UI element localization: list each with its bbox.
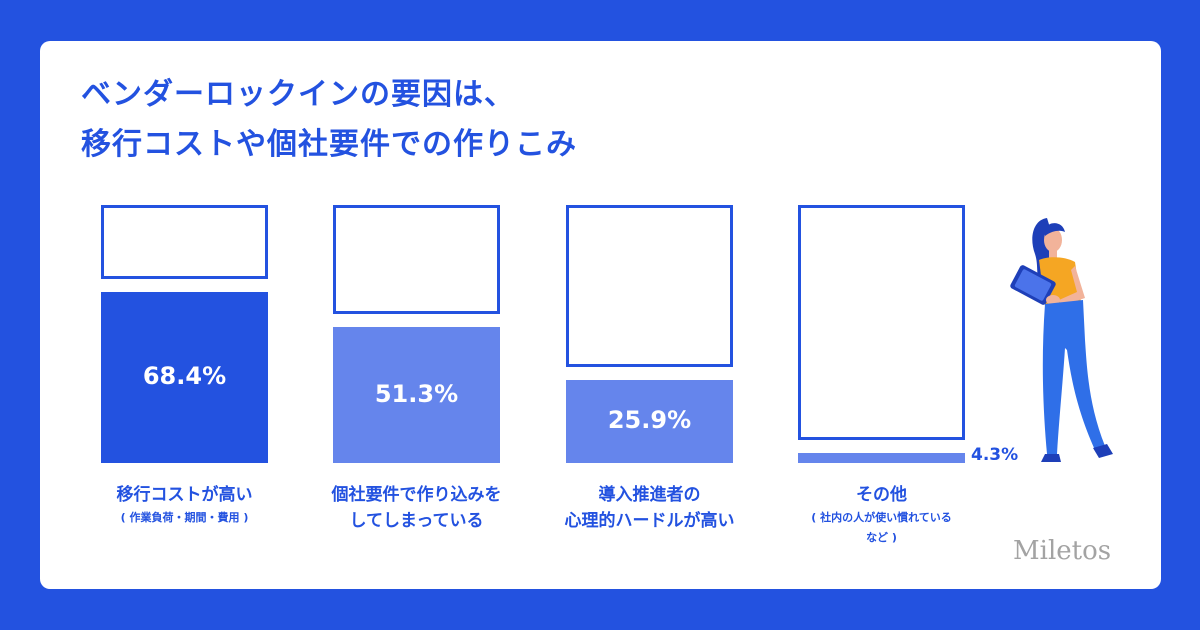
category-label-line: してしまっている <box>349 511 484 531</box>
bar-outline-4 <box>798 205 965 440</box>
category-label-3: 導入推進者の心理的ハードルが高い <box>530 482 770 534</box>
category-sublabel-line: ( 作業負荷・期間・費用 ) <box>120 511 249 524</box>
bar-outline-3 <box>566 205 733 367</box>
bar-value-label-2: 51.3% <box>374 380 459 409</box>
chart-title: ベンダーロックインの要因は、 移行コストや個社要件での作りこみ <box>81 70 577 170</box>
brand-logo: Miletos <box>1013 536 1112 566</box>
bar-3 <box>566 379 733 463</box>
bar-value-label-1: 68.4% <box>142 362 227 391</box>
category-sublabel-line: ( 社内の人が使い慣れている <box>811 511 952 524</box>
category-label-1: 移行コストが高い ( 作業負荷・期間・費用 ) <box>65 482 305 528</box>
category-label-line: 心理的ハードルが高い <box>564 511 735 531</box>
bar-2 <box>333 327 500 463</box>
category-label-line: 導入推進者の <box>598 485 701 505</box>
chart-title-line-2: 移行コストや個社要件での作りこみ <box>81 127 577 162</box>
bar-4 <box>798 453 965 463</box>
chart-title-line-1: ベンダーロックインの要因は、 <box>81 77 515 112</box>
bar-1 <box>101 291 268 463</box>
woman-with-tablet-icon <box>1010 218 1113 462</box>
bar-outline-2 <box>333 205 500 315</box>
category-label-2: 個社要件で作り込みを してしまっている <box>297 482 537 534</box>
category-label-line: その他 <box>856 485 907 505</box>
category-label-line: 個社要件で作り込みを <box>331 485 502 505</box>
category-sublabel-line: など ) <box>866 531 897 544</box>
category-label-line: 移行コストが高い <box>116 485 253 505</box>
category-label-4: その他 ( 社内の人が使い慣れている など ) <box>762 482 1002 548</box>
bar-value-label-3: 25.9% <box>607 406 692 435</box>
bar-outline-1 <box>101 205 268 279</box>
bar-value-label-4: 4.3% <box>971 445 1019 465</box>
